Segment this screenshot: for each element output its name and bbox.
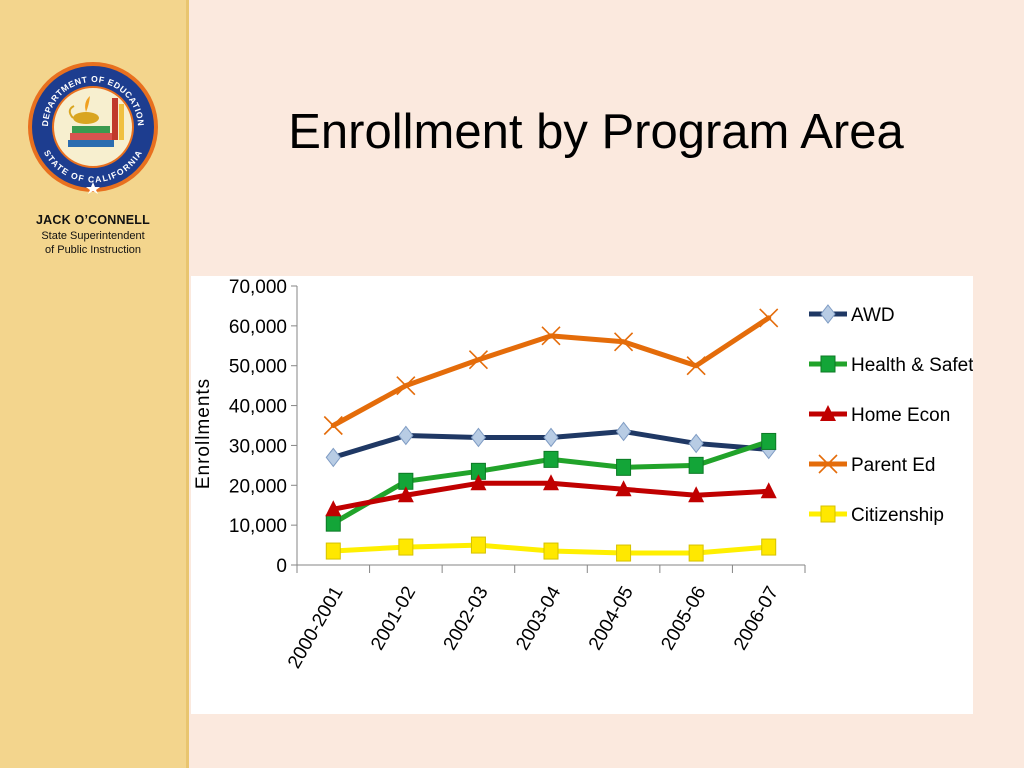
seal-lamp-and-books-icon: [68, 96, 124, 147]
data-point: [759, 308, 779, 328]
data-point: [820, 405, 836, 421]
data-point: [325, 542, 341, 560]
sidebar: DEPARTMENT OF EDUCATION STATE OF CALIFOR…: [0, 0, 186, 768]
data-point: [686, 356, 706, 376]
data-point: [761, 538, 777, 556]
x-tick-label: 2005-06: [657, 583, 710, 654]
data-point: [820, 505, 836, 523]
data-point: [397, 486, 414, 503]
x-tick-label: 2004-05: [585, 583, 638, 654]
legend-label: Health & Safety: [851, 355, 973, 376]
superintendent-title-line-2: of Public Instruction: [45, 244, 141, 256]
data-point: [616, 544, 632, 562]
y-tick-label: 60,000: [229, 317, 287, 338]
y-tick-label: 50,000: [229, 357, 287, 378]
data-point: [543, 542, 559, 560]
data-point: [615, 421, 632, 442]
seal-star-icon: [86, 182, 100, 194]
data-point: [615, 480, 632, 497]
y-tick-label: 0: [276, 556, 287, 577]
series-layer: [323, 308, 779, 562]
y-tick-label: 20,000: [229, 476, 287, 497]
y-tick-label: 40,000: [229, 397, 287, 418]
sidebar-divider: [186, 0, 189, 768]
enrollment-line-chart: Enrollments 0 10,000 20,000 30,000 40,000 50,…: [193, 277, 973, 673]
data-point: [820, 355, 836, 373]
data-point: [470, 474, 487, 491]
data-point: [761, 432, 777, 450]
data-point: [688, 544, 704, 562]
data-point: [543, 474, 559, 491]
series-parent-ed: [323, 308, 779, 436]
legend-item: AWD: [809, 304, 895, 326]
data-point: [325, 500, 342, 517]
department-of-education-seal: DEPARTMENT OF EDUCATION STATE OF CALIFOR…: [28, 62, 158, 194]
data-point: [614, 332, 634, 352]
series-line: [330, 315, 772, 428]
data-point: [470, 427, 487, 448]
chart-legend: AWD Health & Safety Home Econ Parent Ed Citi…: [809, 304, 973, 526]
superintendent-name: JACK O’CONNELL: [36, 213, 150, 227]
x-tick-label: 2003-04: [512, 583, 565, 654]
data-point: [543, 427, 559, 448]
legend-label: Parent Ed: [851, 455, 936, 476]
series-home-econ: [325, 474, 777, 517]
x-tick-label: 2002-03: [440, 583, 493, 654]
x-tick-label: 2006-07: [730, 583, 783, 654]
data-point: [398, 538, 414, 556]
data-point: [616, 458, 632, 476]
x-tick-label: 2000-2001: [284, 583, 348, 672]
y-axis-title-group: Enrollments: [193, 378, 214, 489]
legend-label: AWD: [851, 305, 895, 326]
data-point: [688, 456, 704, 474]
data-point: [325, 447, 341, 468]
y-axis-title: Enrollments: [193, 378, 214, 489]
data-point: [820, 304, 836, 324]
legend-item: Parent Ed: [809, 454, 936, 476]
x-axis-ticks: 2000-2001 2001-02 2002-03 2003-04 2004-05 200…: [284, 583, 783, 673]
data-point: [541, 326, 561, 346]
data-point: [398, 425, 414, 446]
data-point: [470, 536, 486, 554]
legend-item: Citizenship: [809, 505, 944, 526]
y-tick-label: 70,000: [229, 277, 287, 298]
slide-title: Enrollment by Program Area: [288, 105, 904, 159]
data-point: [688, 433, 704, 454]
legend-label: Citizenship: [851, 505, 944, 526]
legend-item: Home Econ: [809, 405, 950, 426]
data-point: [396, 376, 416, 396]
data-point: [543, 450, 559, 468]
data-point: [760, 482, 777, 499]
y-axis-ticks: 0 10,000 20,000 30,000 40,000 50,000 60,000 70,…: [229, 277, 297, 577]
series-citizenship: [325, 536, 777, 562]
series-health-safety: [325, 432, 777, 532]
superintendent-title-line-1: State Superintendent: [41, 230, 145, 242]
data-point: [468, 350, 488, 370]
series-awd: [325, 421, 777, 468]
chart-area: Enrollments 0 10,000 20,000 30,000 40,000 50,…: [191, 276, 973, 714]
legend-item: Health & Safety: [809, 355, 973, 376]
data-point: [818, 454, 838, 474]
x-tick-label: 2001-02: [367, 583, 420, 654]
y-tick-label: 10,000: [229, 516, 287, 537]
data-point: [323, 415, 343, 436]
chart-axes: [296, 286, 806, 573]
y-tick-label: 30,000: [229, 436, 287, 457]
legend-label: Home Econ: [851, 405, 950, 426]
data-point: [325, 514, 341, 532]
data-point: [688, 486, 705, 503]
